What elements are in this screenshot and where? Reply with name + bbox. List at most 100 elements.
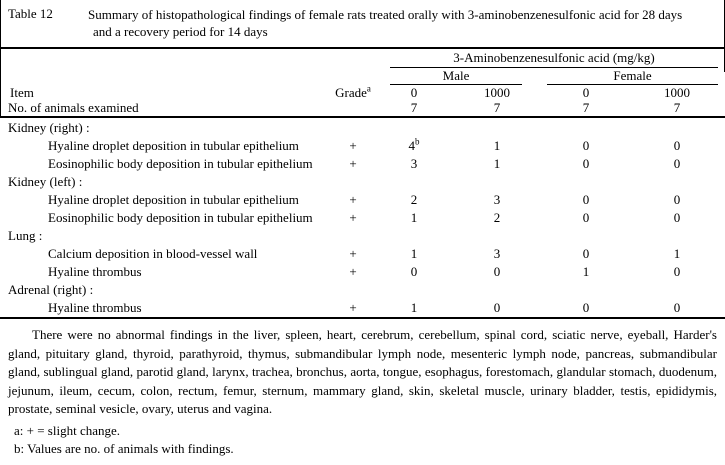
scan-edge-left — [0, 0, 1, 118]
row-value: 0 — [673, 192, 681, 207]
row-value: 1 — [493, 138, 501, 153]
table-bottom-rule — [0, 317, 725, 319]
row-value: 0 — [673, 138, 681, 153]
dose-column-header: 1000 — [664, 85, 690, 100]
dose-column-header: 0 — [582, 85, 590, 100]
row-value — [454, 227, 540, 245]
row-item-label: Lung : — [8, 228, 43, 243]
row-grade: + — [349, 264, 357, 279]
row-value: 3 — [493, 246, 501, 261]
grade-header-text: Grade — [335, 85, 367, 100]
row-value — [374, 173, 454, 191]
row-item-label: Eosinophilic body deposition in tubular … — [48, 156, 313, 171]
footnote-b: b: Values are no. of animals with findin… — [14, 441, 234, 456]
finding-row: Hyaline droplet deposition in tubular ep… — [0, 137, 725, 155]
row-grade: + — [349, 300, 357, 315]
row-value — [374, 119, 454, 137]
row-value: 1 — [410, 246, 418, 261]
caption-line-1: Summary of histopathological findings of… — [88, 7, 683, 22]
row-value: 1 — [582, 264, 590, 279]
table-number-label: Table 12 — [8, 6, 53, 21]
findings-rows: Kidney (right) : Hyaline droplet depositi… — [0, 119, 725, 317]
row-item-label: Hyaline thrombus — [48, 264, 142, 279]
grade-column-header: Gradea — [332, 83, 374, 101]
row-grade: + — [349, 246, 357, 261]
row-value — [454, 173, 540, 191]
row-item-label: Calcium deposition in blood-vessel wall — [48, 246, 258, 261]
table-mid-rule — [0, 116, 725, 118]
row-value: 3 — [410, 156, 418, 171]
organ-section-row: Kidney (left) : — [0, 173, 725, 191]
grade-footnote-marker: a — [366, 83, 371, 94]
row-value: 0 — [673, 156, 681, 171]
row-value: 1 — [410, 210, 418, 225]
row-grade: + — [349, 138, 357, 153]
organ-section-row: Adrenal (right) : — [0, 281, 725, 299]
row-value: 0 — [582, 210, 590, 225]
row-value: 0 — [410, 264, 418, 279]
column-header-row: Item Gradea 0 1000 0 1000 — [0, 83, 725, 101]
row-item-label: No. of animals examined — [8, 100, 139, 115]
row-value — [632, 173, 722, 191]
row-value: 2 — [493, 210, 501, 225]
row-value: 4b — [408, 136, 420, 153]
female-group-underline — [547, 84, 718, 85]
row-item-label: Eosinophilic body deposition in tubular … — [48, 210, 313, 225]
row-item-label: Adrenal (right) : — [8, 282, 94, 297]
row-value: 1 — [673, 246, 681, 261]
row-value: 1 — [410, 300, 418, 315]
male-group-underline — [390, 84, 522, 85]
row-value — [632, 281, 722, 299]
row-value: 0 — [582, 192, 590, 207]
row-item-label: Kidney (right) : — [8, 120, 90, 135]
substance-group-underline — [390, 67, 718, 68]
row-value: 7 — [410, 100, 418, 115]
row-value: 0 — [582, 156, 590, 171]
footnote-a: a: + = slight change. — [14, 423, 120, 438]
row-value — [454, 119, 540, 137]
finding-row: Hyaline droplet deposition in tubular ep… — [0, 191, 725, 209]
row-value — [454, 281, 540, 299]
female-group-header: Female — [613, 68, 652, 83]
row-item-label: Hyaline droplet deposition in tubular ep… — [48, 192, 299, 207]
row-value — [540, 119, 632, 137]
value-footnote-marker: b — [415, 136, 420, 147]
row-value: 0 — [493, 300, 501, 315]
table-caption: Table 12 Summary of histopathological fi… — [8, 6, 723, 40]
row-value — [374, 281, 454, 299]
row-value: 7 — [673, 100, 681, 115]
row-value: 0 — [493, 264, 501, 279]
row-value: 0 — [673, 264, 681, 279]
row-value — [540, 227, 632, 245]
organ-section-row: Kidney (right) : — [0, 119, 725, 137]
row-item-label: Kidney (left) : — [8, 174, 83, 189]
finding-row: Hyaline thrombus +0 0 1 0 — [0, 263, 725, 281]
row-grade: + — [349, 156, 357, 171]
row-item-label: Hyaline droplet deposition in tubular ep… — [48, 138, 299, 153]
row-grade — [332, 227, 374, 245]
table-top-rule — [0, 47, 725, 49]
finding-row: Calcium deposition in blood-vessel wall +… — [0, 245, 725, 263]
row-value: 0 — [673, 210, 681, 225]
row-value: 3 — [493, 192, 501, 207]
row-item-label: Hyaline thrombus — [48, 300, 142, 315]
row-value: 7 — [582, 100, 590, 115]
finding-row: Hyaline thrombus +1 0 0 0 — [0, 299, 725, 317]
row-value — [632, 227, 722, 245]
row-grade — [332, 119, 374, 137]
row-grade — [332, 173, 374, 191]
row-value: 0 — [673, 300, 681, 315]
row-value — [540, 173, 632, 191]
male-group-header: Male — [442, 68, 470, 83]
row-value: 2 — [410, 192, 418, 207]
row-grade: + — [349, 210, 357, 225]
row-value — [374, 227, 454, 245]
item-column-header: Item — [10, 85, 34, 100]
row-grade — [332, 100, 374, 116]
row-value: 1 — [493, 156, 501, 171]
row-value — [632, 119, 722, 137]
row-value: 0 — [582, 246, 590, 261]
row-value — [540, 281, 632, 299]
caption-line-2: and a recovery period for 14 days — [93, 24, 268, 39]
